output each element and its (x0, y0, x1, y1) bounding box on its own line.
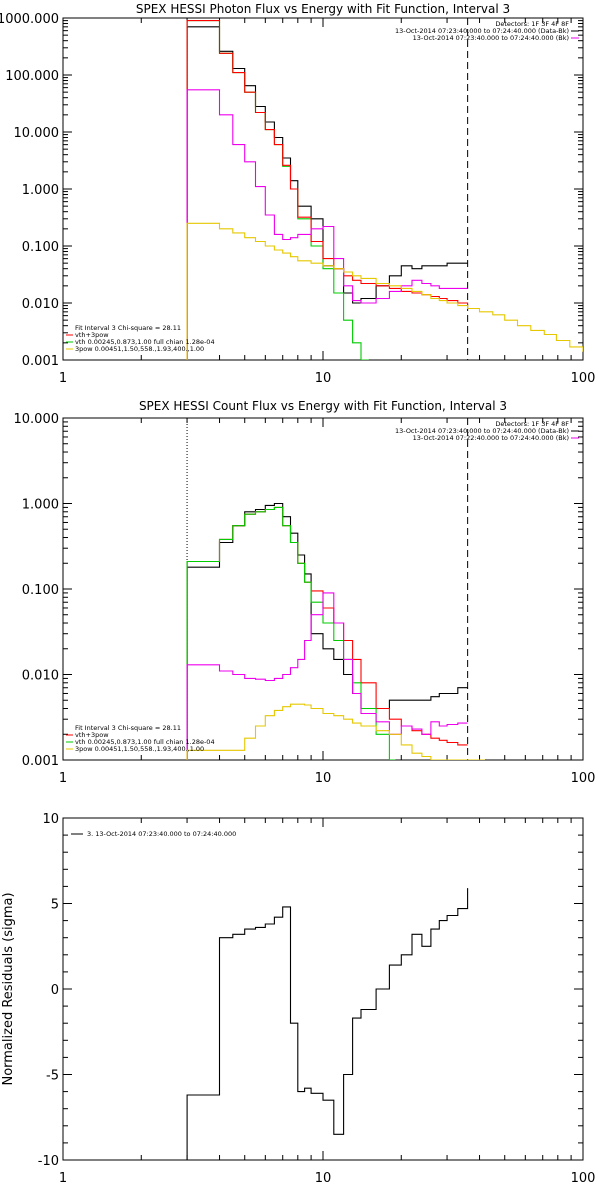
legend-entry: 3pow 0.00451,1.50,558.,1.93,400.,1.00 (75, 345, 204, 353)
legend-entry: Fit Interval 3 Chi-square = 28.11 (75, 324, 181, 332)
y-tick-label: 1.000 (22, 498, 59, 513)
count-flux-panel: SPEX HESSI Count Flux vs Energy with Fit… (14, 399, 596, 786)
legend-entry: vth+3pow (75, 731, 109, 739)
y-tick-label: 0.001 (22, 354, 59, 369)
legend-entry: Detectors: 1F 3F 4F 8F (495, 20, 569, 28)
series-line-3 (186, 89, 468, 360)
y-tick-label: 1.000 (22, 183, 59, 198)
series-group (186, 20, 583, 360)
x-tick-label: 1 (59, 371, 67, 386)
legend-entry: Fit Interval 3 Chi-square = 28.11 (75, 724, 181, 732)
series-line-0 (186, 888, 469, 1160)
series-line-1 (186, 20, 369, 360)
legend-entry: 13-Oct-2014 07:22:40.000 to 07:24:40.000… (413, 434, 569, 442)
series-line-1 (186, 506, 468, 760)
x-tick-label: 1 (59, 1171, 67, 1186)
series-line-2 (186, 506, 396, 760)
x-tick-label: 10 (315, 771, 332, 786)
y-tick-label: 0.010 (22, 669, 59, 684)
y-tick-label: 0.100 (22, 583, 59, 598)
series-line-0 (186, 26, 468, 360)
y-tick-label: -10 (38, 1154, 59, 1169)
x-tick-label: 100 (571, 771, 596, 786)
series-group (186, 502, 485, 760)
legend-entry: 13-Oct-2014 07:23:40.000 to 07:24:40.000… (413, 34, 569, 42)
plot-frame (62, 17, 584, 361)
legend-entry: 3pow 0.00451,1.50,558.,1.93,400.,1.00 (75, 745, 204, 753)
x-tick-label: 100 (571, 1171, 596, 1186)
y-tick-label: 0.001 (22, 754, 59, 769)
series-line-4 (186, 222, 583, 360)
y-tick-label: -5 (46, 1069, 59, 1084)
x-tick-label: 10 (315, 1171, 332, 1186)
y-tick-label: 10.000 (14, 412, 60, 427)
series-line-4 (186, 703, 485, 760)
y-tick-label: 10 (42, 812, 59, 827)
legend-entry: vth 0.00245,0.873,1.00 full chian 1.28e-… (75, 738, 215, 746)
legend-entry: vth+3pow (75, 331, 109, 339)
chart-title: SPEX HESSI Count Flux vs Energy with Fit… (139, 399, 507, 413)
y-tick-label: 100.000 (5, 69, 59, 84)
photon-flux-panel: SPEX HESSI Photon Flux vs Energy with Fi… (0, 2, 595, 386)
y-tick-label: 0 (51, 983, 59, 998)
y-tick-label: 0.100 (22, 240, 59, 255)
legend-entry: 13-Oct-2014 07:23:40.000 to 07:24:40.000… (395, 27, 569, 35)
y-tick-label: 5 (51, 898, 59, 913)
y-axis-label: Normalized Residuals (sigma) (1, 892, 16, 1085)
residuals-panel: 1 10 100 -10 -5 0 5 10 Normalized Residuals (sig… (1, 812, 595, 1186)
y-tick-label: 1000.000 (0, 12, 59, 27)
series-line-2 (186, 20, 469, 360)
legend-entry: 3. 13-Oct-2014 07:23:40.000 to 07:24:40.… (87, 830, 236, 838)
y-tick-label: 10.000 (14, 126, 60, 141)
x-tick-label: 1 (59, 771, 67, 786)
y-tick-label: 0.010 (22, 297, 59, 312)
x-tick-label: 100 (571, 371, 596, 386)
x-tick-label: 10 (315, 371, 332, 386)
legend-entry: Detectors: 1F 3F 4F 8F (495, 420, 569, 428)
series-line-0 (186, 502, 468, 760)
chart-title: SPEX HESSI Photon Flux vs Energy with Fi… (136, 2, 510, 16)
legend-entry: vth 0.00245,0.873,1.00 full chian 1.28e-… (75, 338, 215, 346)
plot-frame (62, 817, 584, 1161)
series-line-3 (186, 592, 468, 760)
legend-entry: 13-Oct-2014 07:23:40.000 to 07:24:40.000… (395, 427, 569, 435)
series-group (186, 888, 469, 1160)
